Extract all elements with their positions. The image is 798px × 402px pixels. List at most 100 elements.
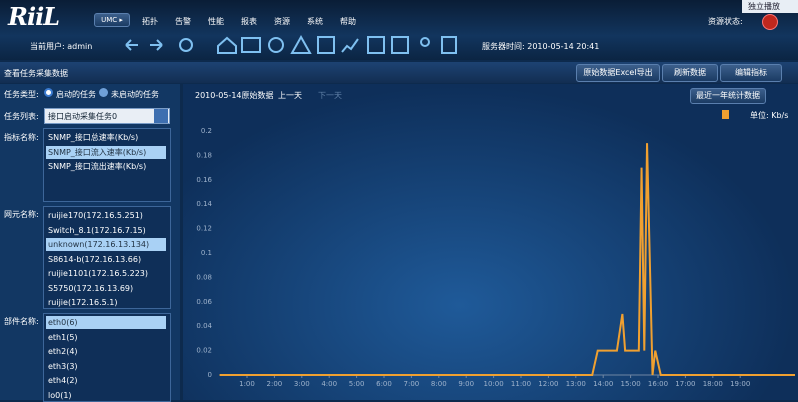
task-list-label: 任务列表:: [4, 112, 39, 121]
y-tick-label: 0.02: [196, 347, 212, 355]
resource-status: 资源状态:: [708, 17, 743, 26]
radio-off[interactable]: [99, 88, 108, 97]
popup[interactable]: 独立播放: [742, 0, 798, 13]
x-tick-label: 18:00: [703, 380, 723, 388]
target-icon[interactable]: [268, 37, 284, 53]
data-line: [219, 143, 795, 376]
list-item[interactable]: SNMP_接口总速率(Kb/s): [48, 133, 139, 142]
current-user: 当前用户: admin: [30, 42, 93, 51]
menu-item[interactable]: 报表: [241, 17, 257, 26]
task-select[interactable]: [44, 108, 170, 124]
list-item[interactable]: S8614-b(172.16.13.66): [48, 254, 142, 264]
home-icon[interactable]: [217, 36, 237, 54]
x-tick-label: 1:00: [239, 380, 255, 388]
y-tick-label: 0.06: [196, 298, 212, 306]
grid-icon[interactable]: [367, 36, 385, 54]
alert-icon[interactable]: [290, 34, 312, 54]
metric-list: SNMP_接口总速率(Kb/s) SNMP_接口流入速率(Kb/s) SNMP_接口…: [43, 128, 171, 202]
menu-item[interactable]: 告警: [175, 17, 191, 26]
list-item[interactable]: eth1(5): [48, 332, 78, 342]
element-list: ruijie170(172.16.5.251) Switch_8.1(172.16…: [43, 206, 171, 309]
menu-item[interactable]: 性能: [208, 17, 224, 26]
search-icon[interactable]: [317, 36, 335, 54]
refresh-icon[interactable]: [179, 38, 193, 52]
range-button[interactable]: 最近一年统计数据: [690, 88, 766, 104]
trend-icon[interactable]: [341, 38, 359, 53]
x-tick-label: 13:00: [566, 380, 586, 388]
x-tick-label: 19:00: [730, 380, 750, 388]
x-tick-label: 4:00: [321, 380, 337, 388]
list-item[interactable]: ruijie170(172.16.5.251): [48, 211, 143, 220]
list-item[interactable]: SNMP_接口流出速率(Kb/s): [48, 162, 147, 171]
list-item[interactable]: lo0(1): [48, 390, 72, 400]
component-list: eth0(6) eth1(5) eth2(4) eth3(3) eth4(2) lo0(1…: [43, 313, 171, 402]
server-time: 服务器时间: 2010-05-14 20:41: [482, 42, 600, 51]
refresh-button[interactable]: 刷新数据: [662, 64, 718, 82]
menu-item[interactable]: 系统: [307, 17, 323, 26]
y-tick-label: 0.18: [196, 151, 212, 159]
user-icon[interactable]: [420, 37, 430, 47]
menu-item[interactable]: 拓扑: [142, 17, 158, 26]
x-tick-label: 16:00: [648, 380, 668, 388]
list-item[interactable]: eth3(3): [48, 361, 78, 371]
umc-button[interactable]: UMC ▸: [94, 13, 130, 27]
select-arrow[interactable]: [154, 109, 168, 123]
list-item[interactable]: ruijie(172.16.5.1): [48, 298, 118, 307]
y-tick-label: 0.16: [196, 176, 212, 184]
x-tick-label: 11:00: [511, 380, 531, 388]
list-item[interactable]: unknown(172.16.13.134): [46, 238, 166, 251]
x-tick-label: 15:00: [621, 380, 641, 388]
component-label: 部件名称:: [4, 317, 39, 326]
y-tick-label: 0.04: [196, 322, 212, 330]
panel-title: 查看任务采集数据: [4, 69, 68, 78]
edit-button[interactable]: 编辑指标: [720, 64, 782, 82]
toolbar: [125, 34, 457, 54]
y-tick-label: 0.1: [201, 249, 212, 257]
export-button[interactable]: 原始数据Excel导出: [576, 64, 660, 82]
element-label: 网元名称:: [4, 210, 39, 219]
metric-label: 指标名称:: [4, 133, 39, 142]
y-tick-label: 0.08: [196, 273, 212, 281]
x-tick-label: 5:00: [349, 380, 365, 388]
y-tick-label: 0.14: [196, 200, 212, 208]
task-select-value: 接口启动采集任务0: [48, 112, 118, 121]
header: [0, 0, 798, 60]
list-item[interactable]: SNMP_接口流入速率(Kb/s): [46, 145, 166, 159]
list-item[interactable]: eth2(4): [48, 347, 78, 356]
x-tick-label: 9:00: [458, 380, 474, 388]
task-type: 启动的任务: [56, 90, 96, 99]
list-item[interactable]: eth0(6): [46, 316, 166, 329]
add-icon[interactable]: [391, 36, 409, 54]
list-item[interactable]: eth4(2): [48, 376, 78, 385]
x-tick-label: 12:00: [538, 380, 558, 388]
x-tick-label: 17:00: [675, 380, 695, 388]
x-tick-label: 8:00: [431, 380, 447, 388]
radio-on[interactable]: [44, 88, 53, 97]
status-icon[interactable]: [762, 14, 778, 30]
x-tick-label: 2:00: [267, 380, 283, 388]
exit-icon[interactable]: [441, 36, 457, 54]
task-type: 未启动的任务: [111, 90, 159, 99]
list-item[interactable]: Switch_8.1(172.16.7.15): [48, 225, 146, 235]
chart-date: 2010-05-14原始数据: [195, 91, 274, 100]
prev-day[interactable]: 上一天: [278, 91, 302, 100]
back-icon[interactable]: [125, 39, 138, 51]
next-day[interactable]: 下一天: [318, 91, 342, 100]
x-tick-label: 14:00: [593, 380, 613, 388]
list-item[interactable]: ruijie1101(172.16.5.223): [48, 269, 148, 278]
chart-icon[interactable]: [241, 37, 261, 53]
x-tick-label: 6:00: [376, 380, 392, 388]
chart-area: [183, 84, 798, 400]
forward-icon[interactable]: [150, 39, 163, 51]
task-type-label: 任务类型:: [4, 90, 39, 99]
list-item[interactable]: S5750(172.16.13.69): [48, 283, 134, 293]
logo: RiiL: [8, 2, 60, 31]
legend-swatch: [722, 110, 729, 119]
y-tick-label: 0.2: [201, 127, 212, 135]
unit: 单位: Kb/s: [750, 111, 789, 120]
x-tick-label: 3:00: [294, 380, 310, 388]
menu-item[interactable]: 资源: [274, 17, 290, 26]
x-tick-label: 7:00: [404, 380, 420, 388]
menu-item[interactable]: 帮助: [340, 17, 356, 26]
